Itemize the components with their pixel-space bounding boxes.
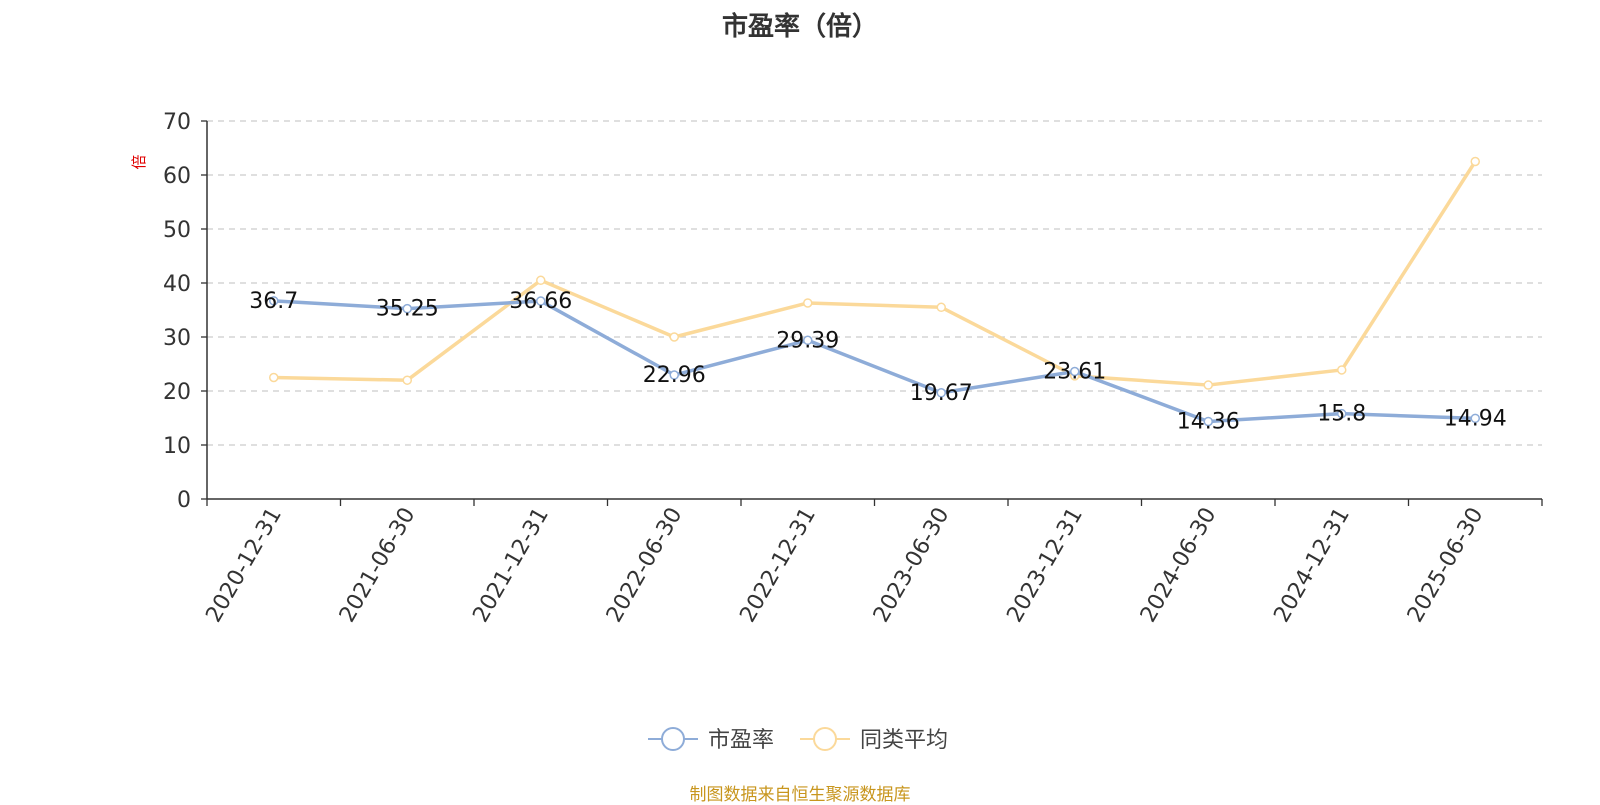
data-label: 14.94 (1444, 406, 1507, 431)
data-point (1470, 413, 1480, 424)
legend-marker-1 (661, 727, 685, 751)
series-lines (269, 156, 1480, 427)
data-point (402, 303, 412, 314)
y-axis-unit-label: 倍 (130, 154, 148, 169)
y-tick-label: 10 (163, 434, 191, 459)
data-labels: 36.7 35.25 36.66 22.96 29.39 19.67 23.61 14.36 1… (249, 289, 1506, 435)
y-tick-label: 70 (163, 110, 191, 135)
y-tick-label: 60 (163, 164, 191, 189)
data-point (936, 302, 946, 313)
data-label: 15.8 (1317, 402, 1366, 427)
data-point (803, 335, 813, 346)
x-tick-label: 2024-06-30 (1136, 504, 1222, 627)
legend-marker-2 (813, 727, 837, 751)
data-label: 36.7 (249, 289, 298, 314)
y-tick-label: 30 (163, 326, 191, 351)
data-label: 29.39 (776, 328, 839, 353)
y-tick-label: 20 (163, 380, 191, 405)
data-point (536, 296, 546, 306)
grid-lines (207, 120, 1542, 446)
data-label: 35.25 (376, 297, 439, 322)
axes: 0 10 20 30 40 50 60 70 倍 2020-12-31 2021-06-30 2021… (130, 110, 1543, 627)
x-tick-label: 2024-12-31 (1269, 504, 1355, 627)
data-label: 22.96 (643, 363, 706, 388)
data-point (269, 372, 279, 383)
source-note: 制图数据来自恒生聚源数据库 (689, 785, 911, 805)
x-tick-label: 2022-06-30 (602, 504, 688, 627)
x-tick-label: 2022-12-31 (735, 504, 821, 627)
x-tick-label: 2025-06-30 (1403, 504, 1489, 627)
y-tick-label: 40 (163, 272, 191, 297)
data-label: 19.67 (910, 381, 973, 406)
legend-label-1: 市盈率 (708, 728, 774, 753)
data-label: 23.61 (1043, 360, 1106, 385)
data-label: 14.36 (1177, 409, 1240, 434)
data-point (1070, 366, 1080, 377)
data-point (402, 375, 412, 385)
x-tick-label: 2020-12-31 (201, 504, 287, 627)
data-point (936, 388, 946, 398)
legend: 市盈率 同类平均 (648, 727, 948, 753)
x-tick-label: 2023-12-31 (1002, 504, 1088, 627)
x-tick-label: 2023-06-30 (869, 504, 955, 627)
series-line-2 (272, 159, 1477, 387)
data-point (1337, 365, 1347, 375)
x-tick-label: 2021-06-30 (335, 504, 421, 627)
chart-title: 市盈率（倍） (721, 12, 878, 42)
data-point (1337, 408, 1347, 419)
data-label: 36.66 (509, 289, 572, 314)
data-point (1203, 416, 1213, 427)
data-point (536, 275, 546, 286)
x-tick-label: 2021-12-31 (468, 504, 554, 627)
legend-label-2: 同类平均 (860, 728, 948, 753)
data-point (669, 332, 679, 342)
series-line-1 (272, 299, 1477, 424)
data-point (1203, 380, 1213, 390)
data-point (1470, 156, 1480, 167)
data-point (803, 298, 813, 308)
data-point (269, 296, 279, 306)
y-tick-label: 0 (177, 488, 191, 513)
data-point (669, 370, 679, 380)
y-tick-label: 50 (163, 218, 191, 243)
